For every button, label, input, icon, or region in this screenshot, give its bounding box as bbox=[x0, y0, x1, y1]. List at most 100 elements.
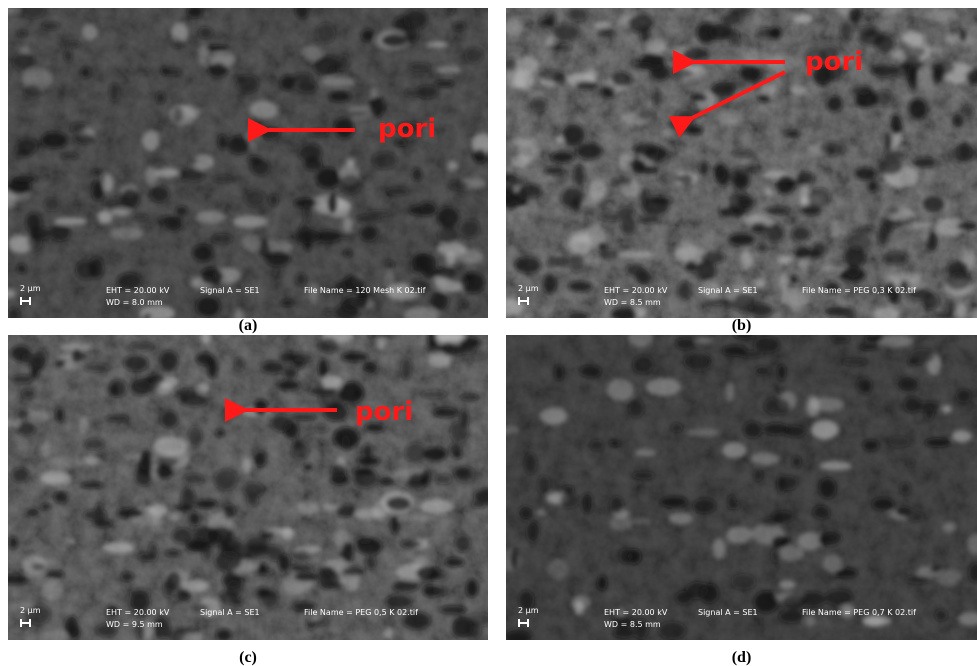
pore bbox=[859, 226, 877, 233]
pore bbox=[139, 450, 152, 471]
bright-spot bbox=[712, 538, 725, 560]
pore bbox=[190, 541, 206, 551]
pore bbox=[633, 143, 660, 155]
pore bbox=[390, 516, 399, 532]
pore bbox=[335, 304, 360, 321]
pore bbox=[547, 255, 569, 268]
pore bbox=[597, 242, 607, 250]
pore bbox=[200, 268, 224, 286]
pore bbox=[165, 550, 181, 556]
pore bbox=[610, 496, 624, 514]
pore bbox=[22, 389, 36, 398]
pore bbox=[216, 629, 232, 642]
pore bbox=[930, 565, 942, 573]
pore bbox=[61, 153, 79, 159]
pore bbox=[764, 397, 790, 415]
pore bbox=[192, 245, 213, 262]
pore bbox=[313, 56, 340, 76]
bright-spot bbox=[943, 522, 956, 533]
pore bbox=[103, 197, 122, 210]
pore bbox=[214, 469, 238, 490]
pore bbox=[670, 68, 692, 79]
pore bbox=[765, 223, 784, 242]
pore bbox=[188, 512, 200, 526]
eht-label: EHT = 20.00 kV bbox=[604, 608, 668, 617]
bright-spot bbox=[607, 379, 634, 401]
pore bbox=[552, 74, 567, 85]
pore bbox=[434, 80, 454, 87]
pore bbox=[640, 53, 665, 70]
pore bbox=[818, 534, 831, 546]
pore bbox=[867, 181, 877, 192]
pore bbox=[611, 307, 637, 321]
pore bbox=[295, 1, 309, 19]
bright-spot bbox=[513, 71, 535, 89]
pore bbox=[504, 630, 532, 646]
pore bbox=[381, 33, 407, 47]
pore bbox=[720, 30, 740, 40]
pore bbox=[297, 81, 317, 93]
pore bbox=[84, 363, 108, 372]
pore bbox=[11, 176, 38, 182]
bright-spot bbox=[40, 442, 51, 457]
pore bbox=[175, 206, 188, 216]
pore bbox=[70, 122, 87, 132]
pore bbox=[693, 498, 716, 513]
pore bbox=[740, 65, 762, 81]
pore bbox=[159, 351, 178, 371]
pore bbox=[89, 257, 104, 279]
eht-label: EHT = 20.00 kV bbox=[604, 286, 668, 295]
pore bbox=[44, 198, 60, 211]
pore bbox=[408, 205, 436, 216]
pore bbox=[738, 198, 755, 207]
pore bbox=[16, 408, 28, 419]
pore bbox=[722, 13, 742, 26]
pore bbox=[959, 30, 967, 43]
pore bbox=[16, 422, 35, 436]
bright-spot bbox=[878, 334, 913, 347]
pore bbox=[598, 212, 624, 221]
pore bbox=[344, 110, 369, 116]
sem-panel: 2 µmEHT = 20.00 kVSignal A = SE1File Nam… bbox=[494, 329, 977, 666]
pore bbox=[909, 349, 935, 364]
pore bbox=[9, 537, 17, 550]
pore bbox=[277, 380, 300, 390]
pore bbox=[582, 493, 592, 513]
bright-spot bbox=[504, 19, 523, 36]
pore bbox=[17, 30, 27, 36]
pore bbox=[316, 167, 341, 188]
pore bbox=[92, 169, 102, 175]
pore bbox=[27, 233, 42, 250]
pore bbox=[882, 151, 907, 159]
pore bbox=[163, 577, 175, 597]
pore bbox=[212, 175, 233, 183]
pore bbox=[385, 594, 412, 608]
bright-spot bbox=[145, 167, 159, 185]
pore bbox=[177, 167, 185, 182]
pore bbox=[848, 7, 863, 22]
pore bbox=[405, 443, 427, 463]
pore bbox=[922, 195, 946, 212]
pore bbox=[177, 588, 191, 601]
bright-spot bbox=[634, 449, 656, 457]
pore bbox=[155, 464, 174, 479]
pore bbox=[386, 496, 412, 511]
pore bbox=[629, 399, 644, 418]
pore bbox=[339, 54, 349, 70]
pore bbox=[296, 272, 307, 285]
bright-spot bbox=[765, 188, 773, 196]
bright-spot bbox=[104, 174, 113, 192]
bright-spot bbox=[515, 56, 539, 73]
pore bbox=[697, 22, 717, 43]
pore bbox=[386, 260, 395, 270]
pore bbox=[696, 260, 716, 281]
pore bbox=[207, 357, 217, 378]
bright-spot bbox=[39, 630, 69, 645]
pore-annotation: pori bbox=[355, 397, 413, 427]
pore bbox=[24, 84, 42, 99]
pore bbox=[392, 581, 419, 592]
pore bbox=[568, 281, 592, 292]
pore bbox=[245, 544, 269, 558]
pore bbox=[465, 48, 483, 64]
pore bbox=[900, 482, 911, 494]
